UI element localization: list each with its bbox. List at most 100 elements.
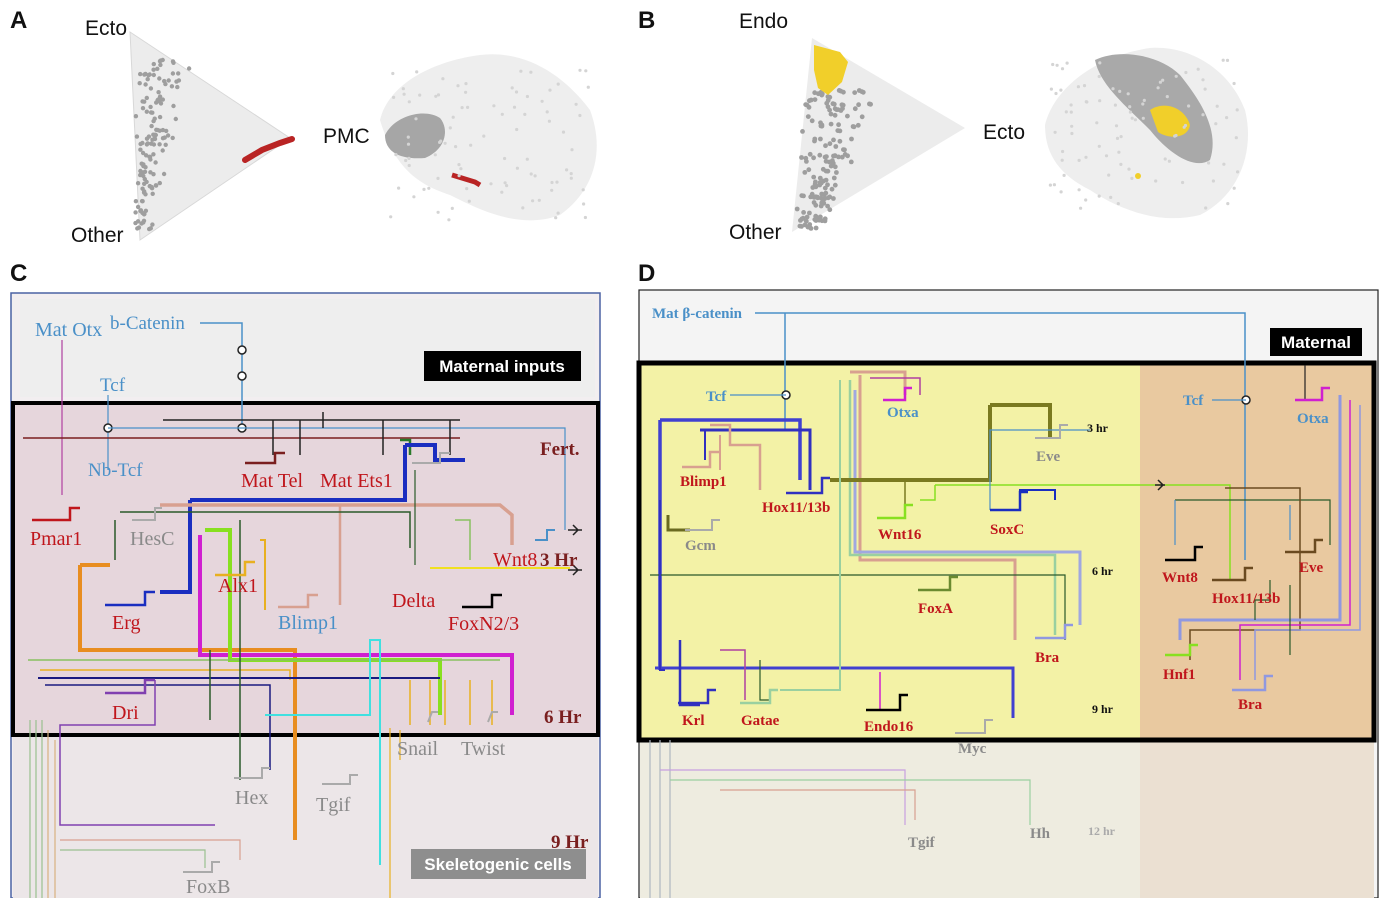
scatter-point <box>158 58 163 63</box>
scatter-point <box>142 181 147 186</box>
scatter-point <box>569 176 573 180</box>
panel-c-gene-symbols <box>32 451 582 873</box>
scatter-point <box>1141 116 1145 120</box>
scatter-point <box>852 90 858 95</box>
scatter-point <box>1126 92 1130 96</box>
scatter-point <box>171 60 176 65</box>
scatter-point <box>456 84 460 88</box>
scatter-point <box>548 88 552 92</box>
gene-c-b-catenin: b-Catenin <box>110 313 185 334</box>
scatter-point <box>1207 161 1211 165</box>
scatter-point <box>806 167 812 173</box>
scatter-point <box>157 114 163 120</box>
scatter-point <box>1070 131 1074 136</box>
scatter-point <box>156 90 161 95</box>
scatter-point <box>415 70 419 74</box>
scatter-point <box>149 123 154 129</box>
scatter-point <box>1119 135 1123 139</box>
scatter-point <box>1203 87 1207 91</box>
scatter-point <box>547 119 552 123</box>
scatter-point <box>1128 105 1132 109</box>
scatter-point <box>144 109 149 114</box>
panel-a-umap <box>380 54 597 221</box>
scatter-point <box>500 112 504 116</box>
scatter-point <box>1234 136 1238 140</box>
scatter-point <box>1232 186 1236 190</box>
gene-c-twist: Twist <box>461 738 506 760</box>
scatter-point <box>514 90 519 94</box>
panel-b-endo-cluster <box>814 45 848 95</box>
scatter-point <box>422 187 426 191</box>
scatter-point <box>1065 61 1069 65</box>
scatter-point <box>135 226 140 231</box>
gene-d-hox-left: Hox11/13b <box>762 500 830 516</box>
scatter-point <box>556 211 560 215</box>
scatter-point <box>153 183 159 188</box>
scatter-point <box>1060 158 1064 162</box>
scatter-point <box>529 70 533 74</box>
scatter-point <box>148 86 154 91</box>
panel-c-letter: C <box>10 260 27 287</box>
scatter-point <box>152 116 157 121</box>
scatter-point <box>505 184 509 188</box>
scatter-point <box>1052 183 1056 187</box>
scatter-point <box>1051 62 1055 67</box>
scatter-point <box>138 71 143 77</box>
scatter-point <box>165 133 171 138</box>
scatter-point <box>158 101 164 106</box>
scatter-point <box>392 95 396 99</box>
scatter-point <box>1107 173 1111 177</box>
gene-d-foxa: FoxA <box>918 601 953 617</box>
scatter-point <box>433 153 437 157</box>
scatter-point <box>457 163 461 167</box>
scatter-point <box>406 142 411 146</box>
scatter-point <box>809 191 815 197</box>
scatter-point <box>1118 89 1122 93</box>
scatter-point <box>436 210 440 214</box>
scatter-point <box>832 164 838 170</box>
scatter-point <box>142 99 147 104</box>
gene-c-wnt8: Wnt8 <box>493 549 537 571</box>
scatter-point <box>812 138 817 144</box>
scatter-point <box>1142 98 1146 102</box>
panel-d-frame <box>636 289 1379 898</box>
time-c-9hr: 9 Hr <box>551 832 589 853</box>
scatter-point <box>153 160 158 165</box>
scatter-point <box>407 163 411 168</box>
panel-d-gene-symbols <box>678 386 1330 734</box>
scatter-point <box>492 104 496 108</box>
scatter-point <box>830 160 836 166</box>
scatter-point <box>582 202 586 206</box>
gene-d-otxa-left: Otxa <box>887 405 919 421</box>
scatter-point <box>142 176 147 182</box>
scatter-point <box>800 129 805 134</box>
scatter-point <box>443 141 447 145</box>
scatter-point <box>1214 122 1218 126</box>
scatter-point <box>137 81 142 86</box>
scatter-point <box>163 81 168 87</box>
gene-c-snail: Snail <box>397 738 439 760</box>
scatter-point <box>161 171 167 177</box>
scatter-point <box>827 207 833 213</box>
gene-d-eve-left: Eve <box>1036 449 1061 465</box>
scatter-point <box>414 117 418 121</box>
scatter-point <box>813 179 818 185</box>
scatter-point <box>1235 108 1239 112</box>
panel-c-maternal-box: Maternal inputs <box>424 351 581 381</box>
scatter-point <box>832 106 838 112</box>
gene-c-nb-tcf: Nb-Tcf <box>88 460 143 481</box>
gene-c-mat-tel: Mat Tel <box>241 470 304 492</box>
scatter-point <box>457 174 461 178</box>
scatter-point <box>581 188 585 192</box>
panel-c-labels: Mat Otx b-Catenin Tcf Nb-Tcf Mat Tel Mat… <box>30 313 589 898</box>
scatter-point <box>140 140 145 146</box>
scatter-point <box>1163 157 1167 161</box>
scatter-point <box>460 106 464 110</box>
panel-b-umap <box>1045 47 1248 219</box>
scatter-point <box>441 77 445 81</box>
panel-d-maternal-label: Maternal <box>1281 333 1351 352</box>
scatter-point <box>391 71 395 76</box>
scatter-point <box>155 66 160 72</box>
scatter-point <box>1060 67 1065 71</box>
scatter-point <box>1095 121 1099 125</box>
